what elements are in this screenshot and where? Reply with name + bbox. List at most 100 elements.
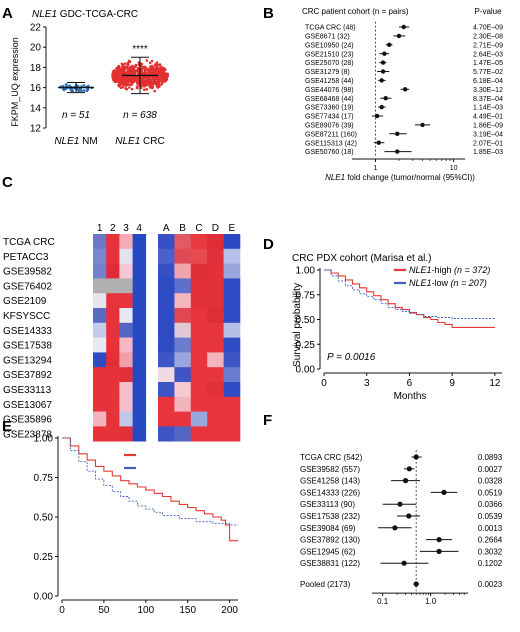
heatmap-cell-cms	[119, 382, 133, 398]
heatmap-cell-cris	[223, 322, 241, 338]
row-pvalue: 0.0027	[478, 465, 503, 474]
data-point	[143, 88, 146, 92]
row-pvalue: 0.0328	[478, 477, 503, 486]
data-point	[119, 86, 123, 89]
heatmap-cell-cris	[158, 411, 175, 427]
heatmap-cell-cris	[174, 234, 192, 250]
estimate-point	[397, 501, 403, 507]
heatmap-cell-cris	[190, 278, 208, 294]
row-label: GSE41258 (143)	[300, 477, 360, 486]
heatmap-cell-cms	[106, 396, 120, 412]
heatmap-cell-cms	[132, 293, 147, 309]
heatmap-cell-cris	[158, 426, 175, 442]
cms-col-label: 3	[123, 223, 129, 234]
panel-a-y-ticks: 12 14 16 18 20 22	[30, 23, 46, 135]
estimate-point	[380, 69, 386, 74]
x-tick-label: 10	[450, 165, 458, 172]
data-point	[140, 62, 144, 66]
panel-b-xlabel: NLE1 fold change (tumor/normal (95%CI))	[325, 173, 475, 182]
heatmap-cell-cms	[119, 352, 133, 368]
panel-label-f: F	[263, 412, 272, 429]
data-point	[118, 81, 122, 84]
heatmap-row-label: GSE33113	[3, 385, 52, 396]
row-label: GSE41258 (44)	[305, 78, 354, 85]
heatmap-cell-cris	[174, 352, 192, 368]
heatmap-cell-cms	[132, 426, 147, 442]
data-point	[128, 86, 131, 89]
cris-col-label: C	[195, 223, 202, 234]
row-label: GSE33113 (90)	[300, 500, 355, 509]
y-tick-label: 20	[30, 43, 42, 54]
heatmap-cell-cms	[93, 352, 107, 368]
heatmap-row-label: GSE13294	[3, 355, 52, 366]
heatmap-row-label: GSE76402	[3, 281, 52, 292]
data-point	[85, 89, 89, 93]
heatmap-cell-cms	[106, 352, 120, 368]
heatmap-cell-cris	[190, 234, 208, 250]
estimate-point	[379, 78, 384, 83]
panel-a-group-crc-rest: CRC	[140, 136, 164, 147]
heatmap-cell-cris	[223, 308, 241, 324]
cris-col-label: E	[228, 223, 235, 234]
data-point	[144, 66, 148, 70]
heatmap-cell-cms	[106, 411, 120, 427]
survival-curve-low	[324, 269, 495, 319]
heatmap-cell-cris	[158, 367, 175, 383]
row-label: GSE8671 (32)	[305, 34, 350, 41]
heatmap-cell-cris	[190, 293, 208, 309]
estimate-point	[380, 60, 386, 65]
data-point	[150, 84, 154, 88]
heatmap-cell-cris	[207, 234, 224, 250]
y-tick-label: 16	[30, 83, 42, 94]
data-point	[158, 63, 162, 67]
heatmap-cell-cms	[132, 337, 147, 353]
data-point	[164, 68, 167, 71]
row-pvalue: 1.14E–03	[473, 105, 503, 112]
row-label: GSE50760 (18)	[305, 149, 354, 156]
heatmap-cell-cris	[158, 293, 175, 309]
heatmap-row-label: GSE39582	[3, 267, 52, 278]
panel-d-plot: 0.00 0.25 0.50 0.75 1.00 0 3 6 9 12	[296, 266, 502, 389]
x-tick-label: 6	[407, 378, 413, 389]
data-point	[143, 79, 147, 82]
estimate-point	[413, 454, 419, 460]
y-tick-label: 12	[30, 124, 42, 135]
heatmap-cell-cris	[158, 382, 175, 398]
row-pvalue: 0.0366	[478, 500, 503, 509]
data-point	[76, 84, 80, 88]
row-label: GSE115313 (42)	[305, 140, 357, 147]
estimate-point	[413, 581, 419, 587]
data-point	[148, 61, 152, 65]
data-point	[128, 77, 131, 81]
panel-label-c: C	[2, 174, 13, 191]
heatmap-cell-cms	[132, 411, 147, 427]
heatmap-cell-cris	[174, 382, 192, 398]
x-tick-label: 1.0	[425, 597, 437, 606]
heatmap-cell-cris	[223, 263, 241, 279]
data-point	[145, 83, 149, 87]
heatmap-cell-cris	[190, 382, 208, 398]
estimate-point	[374, 113, 380, 119]
row-label: TCGA CRC (48)	[305, 25, 356, 32]
data-point	[121, 80, 124, 83]
panel-a-title-rest: GDC-TCGA-CRC	[57, 9, 138, 20]
panel-d-legend: NLE1-high (n = 372) NLE1-low (n = 207)	[394, 265, 490, 288]
heatmap-cell-cms	[106, 278, 120, 294]
heatmap-cell-cris	[158, 248, 175, 264]
estimate-point	[441, 489, 447, 495]
panel-f-forest: TCGA CRC (542) 0.0893 GSE39582 (557) 0.0027…	[300, 449, 503, 606]
heatmap-row-label: GSE35896	[3, 415, 52, 426]
heatmap-cell-cms	[119, 278, 133, 294]
heatmap-cell-cris	[207, 337, 224, 353]
heatmap-cell-cris	[190, 248, 208, 264]
x-tick-label: 9	[449, 378, 455, 389]
legend-low-gene: NLE1	[409, 278, 432, 288]
data-point	[151, 86, 154, 90]
panel-a-group-nm-label: NLE1 NM	[54, 136, 97, 147]
data-point	[115, 67, 118, 70]
data-point	[154, 82, 158, 86]
row-label: GSE12945 (62)	[300, 547, 356, 556]
panel-b-header-cohort: CRC patient cohort (n = pairs)	[302, 7, 409, 16]
heatmap-row-label: GSE37892	[3, 370, 52, 381]
